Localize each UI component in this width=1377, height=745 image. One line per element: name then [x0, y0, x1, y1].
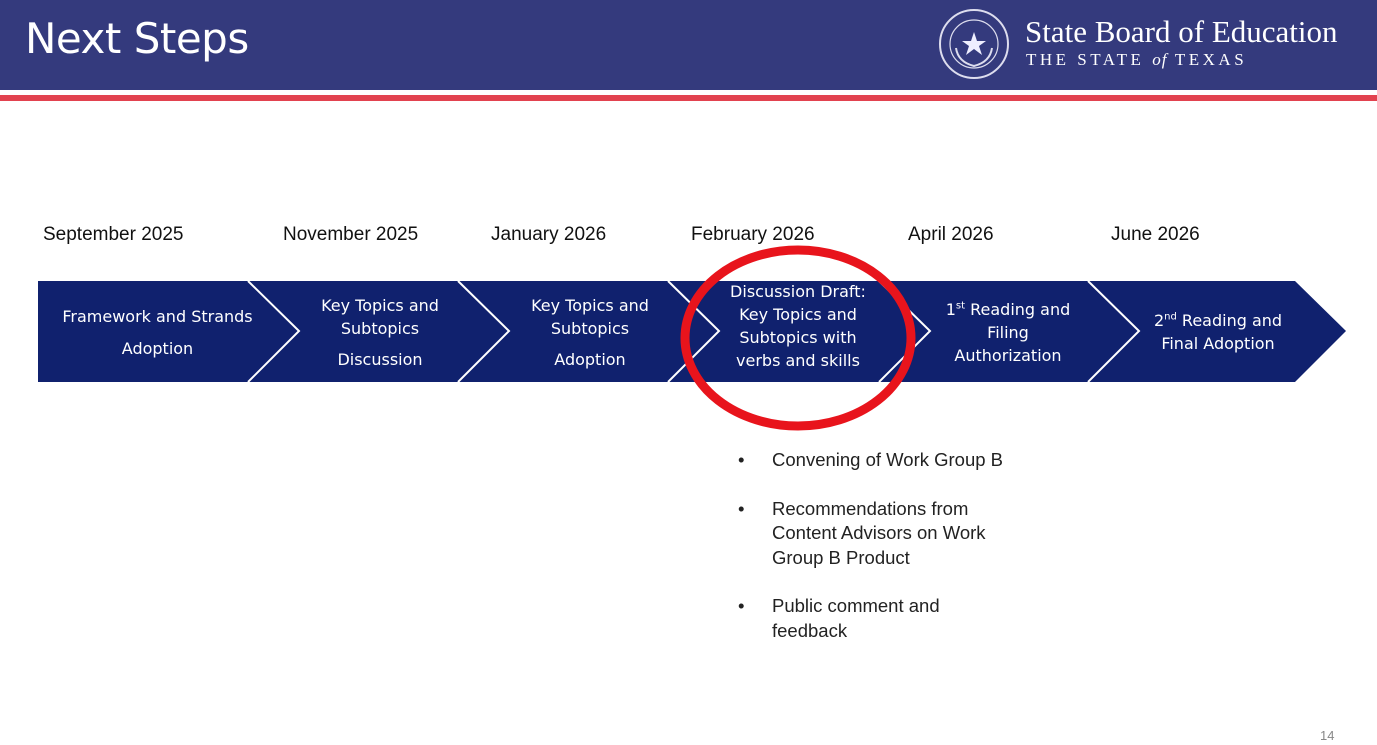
timeline-date: February 2026	[691, 224, 815, 245]
timeline-step: Key Topics and Subtopics Discussion	[321, 295, 439, 369]
list-item: • Public comment and feedback	[738, 595, 940, 641]
timeline-step: Framework and Strands Adoption	[62, 306, 253, 358]
page-number: 14	[1320, 728, 1335, 743]
timeline-date: April 2026	[908, 224, 994, 245]
org-subtitle: THE STATE of TEXAS	[1026, 50, 1248, 69]
timeline-step: 1st Reading and Filing Authorization	[945, 299, 1071, 365]
timeline-date: January 2026	[491, 224, 607, 245]
timeline-date: September 2025	[43, 224, 184, 245]
slide-title: Next Steps	[25, 14, 249, 63]
timeline-step: 2nd Reading and Final Adoption	[1153, 311, 1283, 353]
list-item: • Convening of Work Group B	[738, 449, 1004, 470]
timeline-date: November 2025	[283, 224, 419, 245]
slide-header: Next Steps State Board of Education THE …	[0, 0, 1377, 90]
header-stripe	[0, 95, 1377, 101]
chevron-divider	[1087, 280, 1141, 383]
highlight-circle	[680, 245, 916, 431]
org-name: State Board of Education	[1025, 14, 1338, 49]
timeline-step: Key Topics and Subtopics Adoption	[531, 295, 649, 369]
list-item: • Recommendations from Content Advisors o…	[738, 497, 986, 568]
chevron-divider	[667, 280, 721, 383]
chevron-band	[38, 281, 1346, 382]
texas-seal-logo	[939, 9, 1009, 79]
chevron-divider	[457, 280, 511, 383]
timeline-step-highlighted: Discussion Draft: Key Topics and Subtopics…	[730, 282, 866, 370]
chevron-divider	[247, 280, 301, 383]
timeline-date: June 2026	[1111, 224, 1200, 245]
bullet-list: • Convening of Work Group B • Recommendati…	[738, 448, 1038, 667]
